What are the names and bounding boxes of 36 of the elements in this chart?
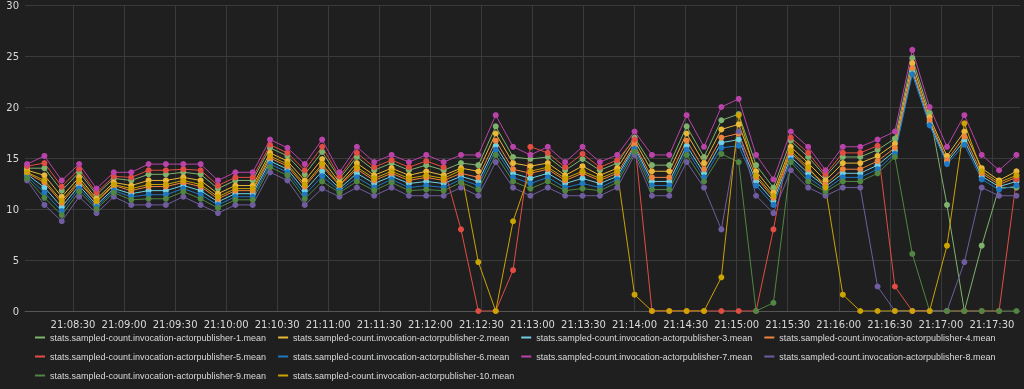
x-tick-label: 21:09:30 <box>152 318 198 330</box>
x-tick-label: 21:11:30 <box>356 318 402 330</box>
legend-label: stats.sampled-count.invocation-actorpublisher-9.mean <box>50 370 267 381</box>
x-tick-label: 21:14:00 <box>612 318 658 330</box>
y-tick-label: 30 <box>6 0 19 11</box>
y-tick-label: 25 <box>6 50 19 62</box>
y-tick-label: 5 <box>12 254 19 266</box>
x-tick-label: 21:17:30 <box>969 318 1015 330</box>
legend-label: stats.sampled-count.invocation-actorpublisher-6.mean <box>293 351 510 362</box>
x-tick-label: 21:14:30 <box>663 318 709 330</box>
legend-label: stats.sampled-count.invocation-actorpublisher-1.mean <box>50 332 267 343</box>
x-tick-label: 21:15:30 <box>765 318 811 330</box>
y-tick-label: 20 <box>6 101 19 113</box>
y-tick-label: 15 <box>6 152 19 164</box>
x-tick-label: 21:17:00 <box>918 318 964 330</box>
y-tick-label: 0 <box>12 305 19 317</box>
y-tick-label: 10 <box>6 203 19 215</box>
x-tick-label: 21:12:00 <box>407 318 453 330</box>
legend-label: stats.sampled-count.invocation-actorpublisher-10.mean <box>293 370 515 381</box>
x-tick-label: 21:12:30 <box>458 318 504 330</box>
x-tick-label: 21:08:30 <box>50 318 96 330</box>
legend-label: stats.sampled-count.invocation-actorpublisher-3.mean <box>536 332 753 343</box>
legend-label: stats.sampled-count.invocation-actorpublisher-4.mean <box>779 332 996 343</box>
x-tick-label: 21:16:00 <box>816 318 862 330</box>
x-tick-label: 21:13:30 <box>561 318 606 330</box>
x-tick-label: 21:16:30 <box>867 318 913 330</box>
x-tick-label: 21:13:00 <box>510 318 555 330</box>
x-tick-label: 21:09:00 <box>101 318 147 330</box>
x-tick-label: 21:10:00 <box>203 318 249 330</box>
legend-label: stats.sampled-count.invocation-actorpublisher-8.mean <box>779 351 996 362</box>
legend-label: stats.sampled-count.invocation-actorpublisher-7.mean <box>536 351 753 362</box>
x-tick-label: 21:10:30 <box>254 318 300 330</box>
legend-label: stats.sampled-count.invocation-actorpublisher-5.mean <box>50 351 267 362</box>
legend-label: stats.sampled-count.invocation-actorpublisher-2.mean <box>293 332 510 343</box>
x-tick-label: 21:15:00 <box>714 318 760 330</box>
x-tick-label: 21:11:00 <box>305 318 351 330</box>
